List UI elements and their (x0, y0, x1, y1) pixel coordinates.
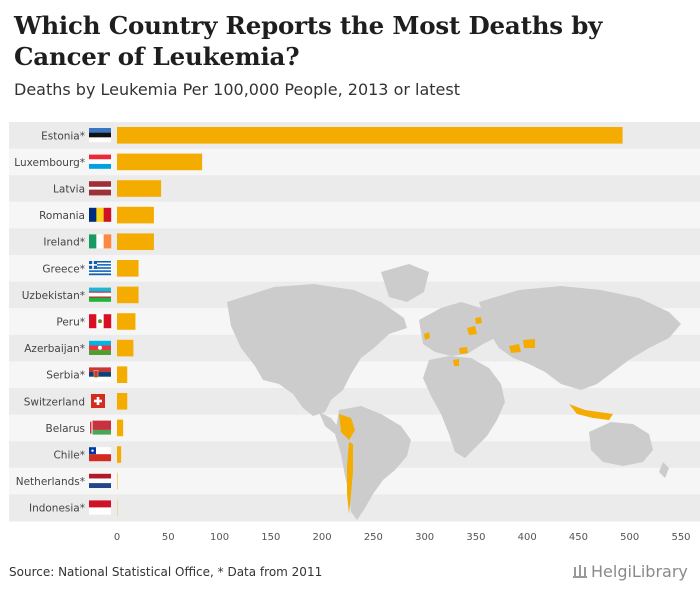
x-tick-label: 450 (569, 532, 588, 543)
bar-estonia (117, 127, 623, 144)
luxembourg-flag-icon (89, 154, 111, 169)
bar-serbia (117, 366, 128, 383)
map-new-zealand (659, 462, 669, 478)
map-highlight-greece (453, 359, 459, 366)
chart-subtitle: Deaths by Leukemia Per 100,000 People, 2… (14, 80, 460, 99)
x-tick-label: 100 (210, 532, 229, 543)
map-highlight-chile (347, 442, 353, 514)
row-band (9, 175, 700, 202)
bar-ireland (117, 233, 154, 250)
romania-flag-icon (89, 207, 112, 222)
chile-flag-icon (89, 447, 111, 462)
world-map-background (227, 264, 681, 520)
map-highlight-romania (459, 347, 468, 354)
map-north-america (227, 284, 407, 416)
map-highlighted-countries (339, 317, 613, 514)
bar-luxembourg (117, 153, 203, 171)
category-labels: Estonia* Luxembourg* Latvia Romania Ireland*… (14, 130, 85, 514)
map-highlight-indonesia (569, 404, 613, 420)
estonia-flag-icon (89, 128, 111, 143)
belarus-flag-icon (89, 420, 111, 435)
indonesia-flag-icon (89, 500, 111, 515)
x-tick-label: 300 (415, 532, 434, 543)
bar-netherlands (117, 472, 118, 490)
bar-belarus (117, 419, 124, 437)
map-highlight-azerbaijan (509, 344, 521, 353)
netherlands-flag-icon (89, 473, 111, 488)
bar-romania (117, 206, 154, 224)
category-label: Belarus (46, 423, 85, 435)
x-tick-label: 350 (466, 532, 485, 543)
chart-title: Which Country Reports the Most Deaths by… (14, 11, 603, 71)
bar-peru (117, 313, 136, 330)
bars (117, 127, 623, 516)
x-tick-label: 550 (671, 532, 690, 543)
library-columns-icon (573, 562, 587, 578)
x-tick-label: 500 (620, 532, 639, 543)
uzbekistan-flag-icon (89, 287, 111, 302)
x-tick-label: 150 (261, 532, 280, 543)
bar-latvia (117, 180, 162, 197)
category-label: Ireland* (43, 237, 85, 249)
map-australia (589, 422, 653, 466)
category-label: Greece* (42, 263, 85, 275)
x-axis-ticks: 0 50 100 150 200 250 300 350 400 450 500 550 (114, 532, 691, 543)
map-africa (423, 356, 505, 458)
bar-chart: 0 50 100 150 200 250 300 350 400 450 500 550 Estoni… (9, 122, 700, 543)
azerbaijan-flag-icon (89, 340, 111, 355)
ireland-flag-icon (89, 234, 112, 249)
x-tick-label: 50 (162, 532, 175, 543)
x-tick-label: 200 (313, 532, 332, 543)
category-label: Romania (39, 210, 85, 222)
category-label: Switzerland (24, 396, 85, 408)
source-note: Source: National Statistical Office, * D… (9, 565, 323, 579)
bar-uzbekistan (117, 286, 139, 304)
peru-flag-icon (89, 314, 112, 329)
greece-flag-icon (89, 261, 111, 276)
map-greenland (381, 264, 429, 302)
bar-greece (117, 260, 139, 277)
map-highlight-ireland (424, 332, 430, 340)
category-label: Azerbaijan* (24, 343, 85, 355)
category-label: Estonia* (41, 130, 85, 142)
bar-chile (117, 446, 122, 463)
map-highlight-belarus (467, 326, 477, 335)
latvia-flag-icon (89, 181, 111, 196)
serbia-flag-icon (89, 367, 111, 382)
category-label: Serbia* (46, 370, 85, 382)
row-band (9, 228, 700, 255)
category-label: Latvia (53, 184, 85, 196)
map-highlight-uzbekistan (523, 339, 535, 348)
flags (89, 128, 112, 515)
map-highlight-estonia (475, 317, 482, 324)
map-asia (479, 286, 681, 390)
chart-area: 0 50 100 150 200 250 300 350 400 450 500 550 Estoni… (9, 122, 700, 543)
x-tick-label: 250 (364, 532, 383, 543)
category-label: Chile* (53, 450, 85, 462)
category-label: Indonesia* (29, 503, 85, 515)
x-tick-label: 400 (518, 532, 537, 543)
x-tick-label: 0 (114, 532, 120, 543)
category-label: Netherlands* (16, 476, 85, 488)
category-label: Uzbekistan* (22, 290, 85, 302)
map-central-america (319, 412, 339, 434)
switzerland-flag-icon (91, 394, 105, 408)
logo: HelgiLibrary (573, 562, 688, 581)
map-south-america (335, 406, 411, 520)
map-highlight-peru (339, 414, 355, 440)
bar-azerbaijan (117, 339, 134, 357)
category-label: Luxembourg* (14, 157, 85, 169)
category-label: Peru* (56, 317, 85, 329)
logo-text: HelgiLibrary (591, 562, 688, 581)
bar-switzerland (117, 393, 128, 410)
